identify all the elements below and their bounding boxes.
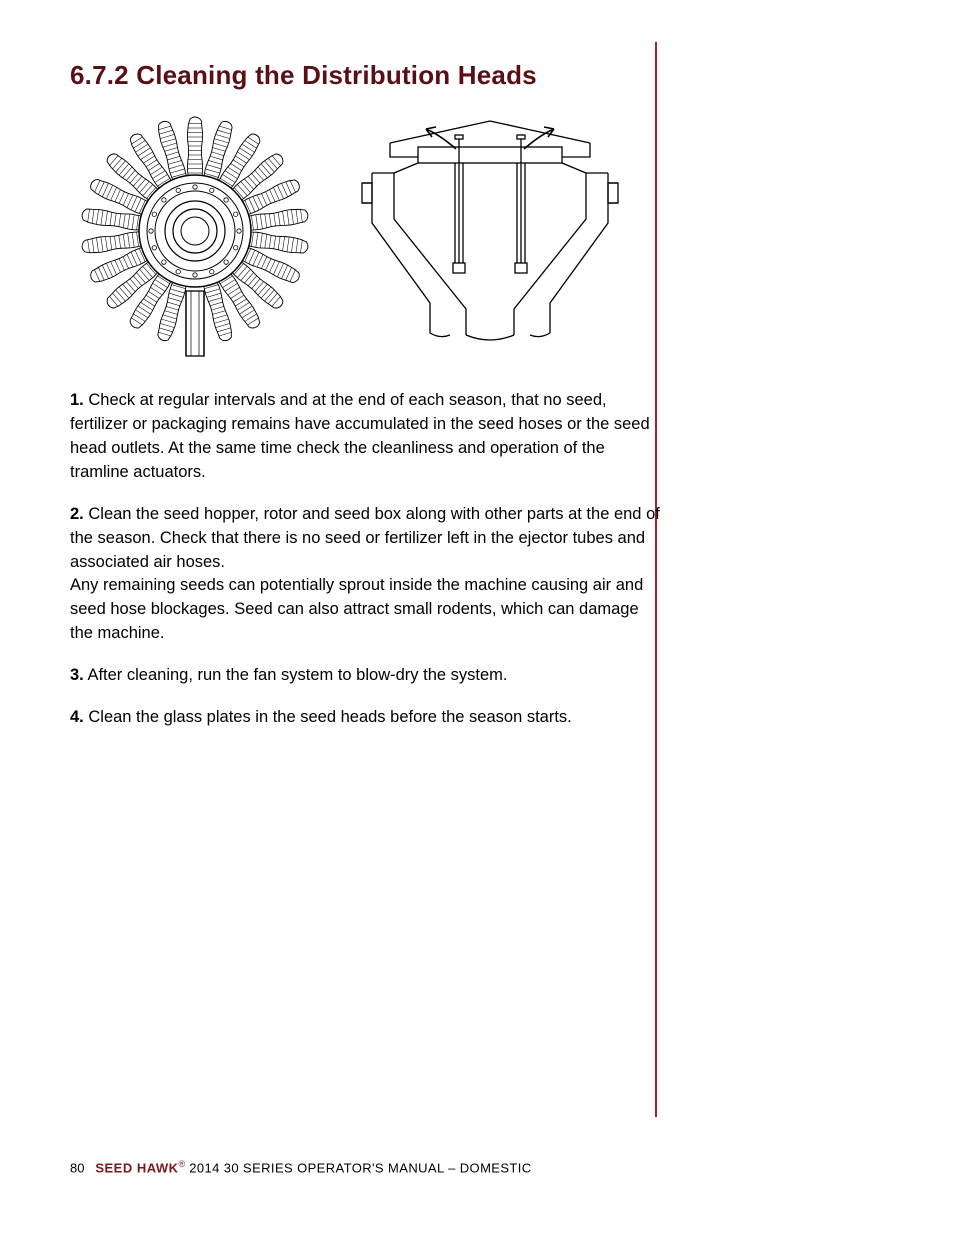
step-number: 4. — [70, 708, 84, 726]
figure-row — [70, 113, 660, 363]
step-text: Check at regular intervals and at the en… — [70, 391, 650, 481]
step-number: 2. — [70, 505, 84, 523]
instruction-1: 1. Check at regular intervals and at the… — [70, 389, 660, 485]
instruction-2-cont: Any remaining seeds can potentially spro… — [70, 574, 660, 646]
figure-cutaway — [360, 113, 620, 343]
instruction-4: 4. Clean the glass plates in the seed he… — [70, 706, 660, 730]
step-number: 3. — [70, 666, 84, 684]
footer-text: 2014 30 SERIES OPERATOR'S MANUAL – DOMES… — [185, 1160, 531, 1175]
figure-distribution-head — [70, 113, 320, 363]
instruction-3: 3. After cleaning, run the fan system to… — [70, 664, 660, 688]
page-footer: 80 SEED HAWK® 2014 30 SERIES OPERATOR'S … — [70, 1159, 532, 1175]
step-text: Clean the seed hopper, rotor and seed bo… — [70, 505, 660, 571]
step-text: After cleaning, run the fan system to bl… — [87, 666, 507, 684]
section-title: 6.7.2 Cleaning the Distribution Heads — [70, 60, 660, 91]
instruction-2: 2. Clean the seed hopper, rotor and seed… — [70, 503, 660, 575]
step-text: Any remaining seeds can potentially spro… — [70, 576, 643, 642]
step-number: 1. — [70, 391, 84, 409]
footer-brand: SEED HAWK — [95, 1160, 178, 1175]
page-number: 80 — [70, 1160, 84, 1175]
step-text: Clean the glass plates in the seed heads… — [88, 708, 571, 726]
instruction-list: 1. Check at regular intervals and at the… — [70, 389, 660, 730]
